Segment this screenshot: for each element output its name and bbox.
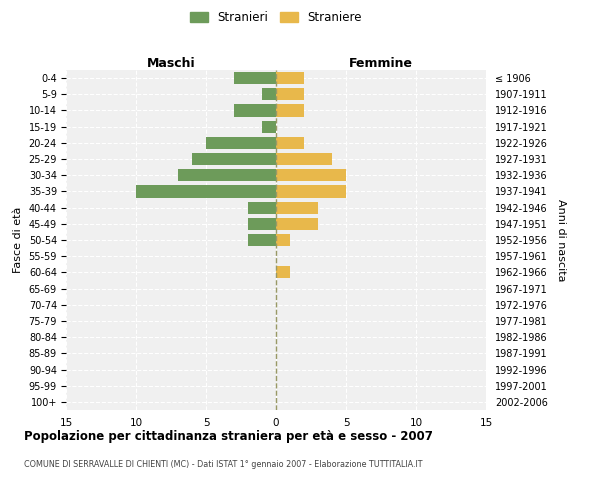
Bar — [276, 234, 290, 246]
Bar — [276, 72, 304, 84]
Bar — [276, 169, 346, 181]
Bar — [276, 88, 304, 101]
Bar — [136, 186, 276, 198]
Y-axis label: Fasce di età: Fasce di età — [13, 207, 23, 273]
Y-axis label: Anni di nascita: Anni di nascita — [556, 198, 566, 281]
Bar — [262, 120, 276, 132]
Text: Femmine: Femmine — [349, 57, 413, 70]
Bar — [276, 153, 332, 165]
Legend: Stranieri, Straniere: Stranieri, Straniere — [190, 11, 362, 24]
Bar — [248, 234, 276, 246]
Text: Popolazione per cittadinanza straniera per età e sesso - 2007: Popolazione per cittadinanza straniera p… — [24, 430, 433, 443]
Bar — [234, 104, 276, 117]
Bar — [234, 72, 276, 84]
Bar — [262, 88, 276, 101]
Bar — [276, 218, 318, 230]
Bar — [192, 153, 276, 165]
Bar — [178, 169, 276, 181]
Bar — [248, 202, 276, 213]
Bar — [206, 137, 276, 149]
Bar — [276, 186, 346, 198]
Text: Maschi: Maschi — [146, 57, 196, 70]
Bar — [276, 266, 290, 278]
Bar — [248, 218, 276, 230]
Text: COMUNE DI SERRAVALLE DI CHIENTI (MC) - Dati ISTAT 1° gennaio 2007 - Elaborazione: COMUNE DI SERRAVALLE DI CHIENTI (MC) - D… — [24, 460, 422, 469]
Bar — [276, 202, 318, 213]
Bar — [276, 104, 304, 117]
Bar — [276, 137, 304, 149]
